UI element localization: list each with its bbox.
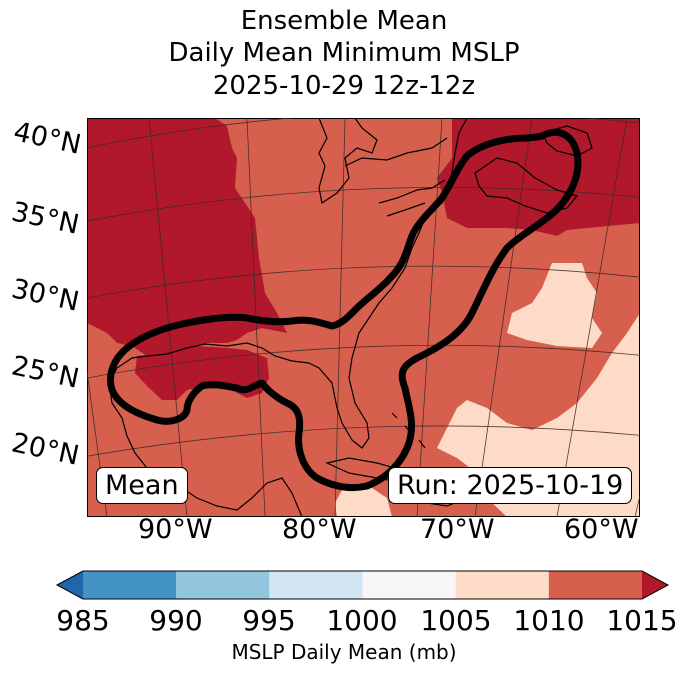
colorbar-bin-985-990	[83, 571, 177, 599]
great-lakes-coastline	[318, 118, 448, 217]
maritimes-coastline	[474, 157, 579, 214]
colorbar-over-arrow	[642, 571, 668, 599]
longitude-line-70w	[474, 118, 533, 517]
mslp-field-over-1015-west	[87, 118, 287, 358]
longitude-line-65w	[556, 118, 628, 517]
colorbar-tick-995: 995	[242, 604, 296, 637]
colorbar-under-arrow	[57, 571, 83, 599]
colorbar-label: MSLP Daily Mean (mb)	[231, 640, 457, 664]
lon-label-90w: 90°W	[138, 514, 213, 545]
colorbar-bin-1010-1015	[548, 571, 642, 599]
map-panel	[87, 118, 640, 517]
colorbar-tick-1010: 1010	[513, 604, 585, 637]
latitude-line-30n	[87, 265, 640, 299]
lon-label-60w: 60°W	[564, 514, 639, 545]
mslp-field-1005-1010-caribbean	[335, 488, 392, 517]
title-line-2: Daily Mean Minimum MSLP	[168, 38, 520, 68]
lat-label-30n: 30°N	[8, 273, 82, 318]
colorbar-bin-990-995	[176, 571, 270, 599]
mslp-field-1005-1010-southeast	[437, 313, 640, 517]
title-line-1: Ensemble Mean	[240, 6, 448, 36]
colorbar-bin-1000-1005	[362, 571, 456, 599]
lat-label-20n: 20°N	[8, 427, 82, 472]
colorbar-tick-1000: 1000	[326, 604, 398, 637]
colorbar-tick-1005: 1005	[420, 604, 492, 637]
map-svg	[87, 118, 640, 517]
latitude-line-20n	[87, 425, 640, 457]
lat-label-35n: 35°N	[8, 196, 82, 241]
yucatan-coastline	[236, 477, 303, 517]
lon-label-80w: 80°W	[282, 514, 357, 545]
colorbar-tick-1015: 1015	[606, 604, 678, 637]
mean-badge: Mean	[96, 467, 188, 504]
colorbar-tick-985: 985	[56, 604, 110, 637]
run-date-badge: Run: 2025-10-19	[388, 467, 633, 504]
probability-contour	[107, 128, 582, 492]
mslp-field-1005-1010-atlantic	[507, 263, 602, 348]
lat-label-25n: 25°N	[8, 350, 82, 395]
map-frame	[87, 118, 640, 517]
lon-label-70w: 70°W	[420, 514, 495, 545]
longitude-line-95w	[87, 368, 108, 517]
colorbar-outline	[55, 570, 670, 600]
longitude-line-90w	[148, 118, 188, 517]
newfoundland-coastline	[541, 125, 593, 157]
colorbar	[55, 570, 670, 600]
title-line-3: 2025-10-29 12z-12z	[212, 71, 476, 101]
colorbar-bin-1005-1010	[455, 571, 549, 599]
colorbar-tick-990: 990	[149, 604, 203, 637]
latitude-line-25n	[87, 344, 640, 379]
lat-label-40n: 40°N	[10, 116, 84, 161]
latitude-line-40n	[87, 118, 640, 149]
colorbar-bin-995-1000	[269, 571, 363, 599]
